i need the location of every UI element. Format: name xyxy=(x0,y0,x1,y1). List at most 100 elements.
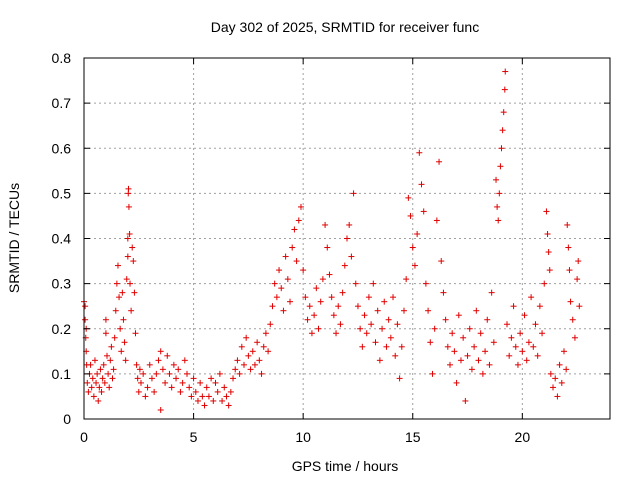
data-point xyxy=(416,149,423,156)
data-point xyxy=(370,280,377,287)
axis-ticks xyxy=(83,57,610,420)
data-point xyxy=(258,370,265,377)
data-point xyxy=(468,366,475,373)
data-point xyxy=(297,203,304,210)
data-point xyxy=(219,397,226,404)
data-point xyxy=(418,181,425,188)
data-point xyxy=(346,221,353,228)
data-point xyxy=(221,384,228,391)
data-point xyxy=(291,226,298,233)
data-point xyxy=(110,366,117,373)
data-point xyxy=(102,316,109,323)
data-point xyxy=(128,307,135,314)
data-point xyxy=(265,348,272,355)
data-point xyxy=(119,289,126,296)
data-point xyxy=(144,384,151,391)
data-point xyxy=(89,375,96,382)
data-point xyxy=(429,370,436,377)
data-point xyxy=(287,298,294,305)
data-point xyxy=(95,397,102,404)
data-point xyxy=(276,267,283,274)
data-point xyxy=(133,361,140,368)
data-point xyxy=(129,244,136,251)
data-point xyxy=(93,379,100,386)
data-point xyxy=(405,194,412,201)
data-point xyxy=(134,375,141,382)
data-point xyxy=(124,235,131,242)
data-point xyxy=(278,285,285,292)
data-point xyxy=(453,379,460,386)
data-point xyxy=(97,366,104,373)
data-point xyxy=(105,370,112,377)
data-point xyxy=(506,352,513,359)
data-point xyxy=(181,357,188,364)
data-point xyxy=(554,393,561,400)
data-point xyxy=(497,163,504,170)
data-point xyxy=(87,361,94,368)
data-point xyxy=(122,357,129,364)
data-point xyxy=(175,366,182,373)
data-point xyxy=(344,235,350,242)
y-axis-label: SRMTID / TECUs xyxy=(6,183,22,293)
data-point xyxy=(173,375,180,382)
data-point xyxy=(449,330,456,337)
data-point xyxy=(333,330,340,337)
data-point xyxy=(376,357,383,364)
data-point xyxy=(330,312,337,319)
x-tick-label: 15 xyxy=(405,429,421,445)
data-point xyxy=(168,384,175,391)
data-point xyxy=(403,276,410,283)
data-point xyxy=(501,86,508,93)
data-point xyxy=(162,379,169,386)
data-point xyxy=(495,217,502,224)
data-point xyxy=(574,276,581,283)
data-point xyxy=(234,357,241,364)
data-point xyxy=(558,379,565,386)
data-point xyxy=(350,190,357,197)
data-point xyxy=(203,384,210,391)
data-point xyxy=(108,343,115,350)
data-point xyxy=(227,388,234,395)
data-point xyxy=(243,334,250,341)
data-point xyxy=(466,325,473,332)
data-point xyxy=(499,127,506,134)
data-point xyxy=(414,230,421,237)
data-point xyxy=(564,221,571,228)
data-point xyxy=(216,370,223,377)
data-point xyxy=(85,388,92,395)
data-point xyxy=(319,276,326,283)
data-point xyxy=(502,68,509,75)
data-point xyxy=(381,298,388,305)
x-tick-label: 20 xyxy=(515,429,531,445)
data-point xyxy=(132,330,139,337)
data-point xyxy=(238,343,245,350)
data-point xyxy=(98,388,105,395)
data-point xyxy=(510,303,517,310)
data-point xyxy=(164,352,171,359)
data-point xyxy=(508,334,515,341)
data-point xyxy=(494,203,501,210)
x-axis-label: GPS time / hours xyxy=(292,458,399,474)
data-point xyxy=(111,334,118,341)
data-point xyxy=(326,271,333,278)
data-point xyxy=(372,339,379,346)
data-point xyxy=(530,343,537,350)
y-tick-label: 0 xyxy=(63,411,71,427)
x-tick-label: 0 xyxy=(80,429,88,445)
data-point xyxy=(214,388,221,395)
data-point xyxy=(251,361,258,368)
data-point xyxy=(341,262,348,269)
data-point xyxy=(394,321,401,328)
data-point xyxy=(490,339,497,346)
data-point xyxy=(267,321,274,328)
data-point xyxy=(547,370,554,377)
data-point xyxy=(322,221,329,228)
data-point xyxy=(460,334,467,341)
data-point xyxy=(210,397,217,404)
data-point xyxy=(236,370,243,377)
data-point xyxy=(82,316,89,323)
data-point xyxy=(179,379,186,386)
data-point xyxy=(306,303,313,310)
y-tick-label: 0.7 xyxy=(52,95,72,111)
data-point xyxy=(392,352,399,359)
